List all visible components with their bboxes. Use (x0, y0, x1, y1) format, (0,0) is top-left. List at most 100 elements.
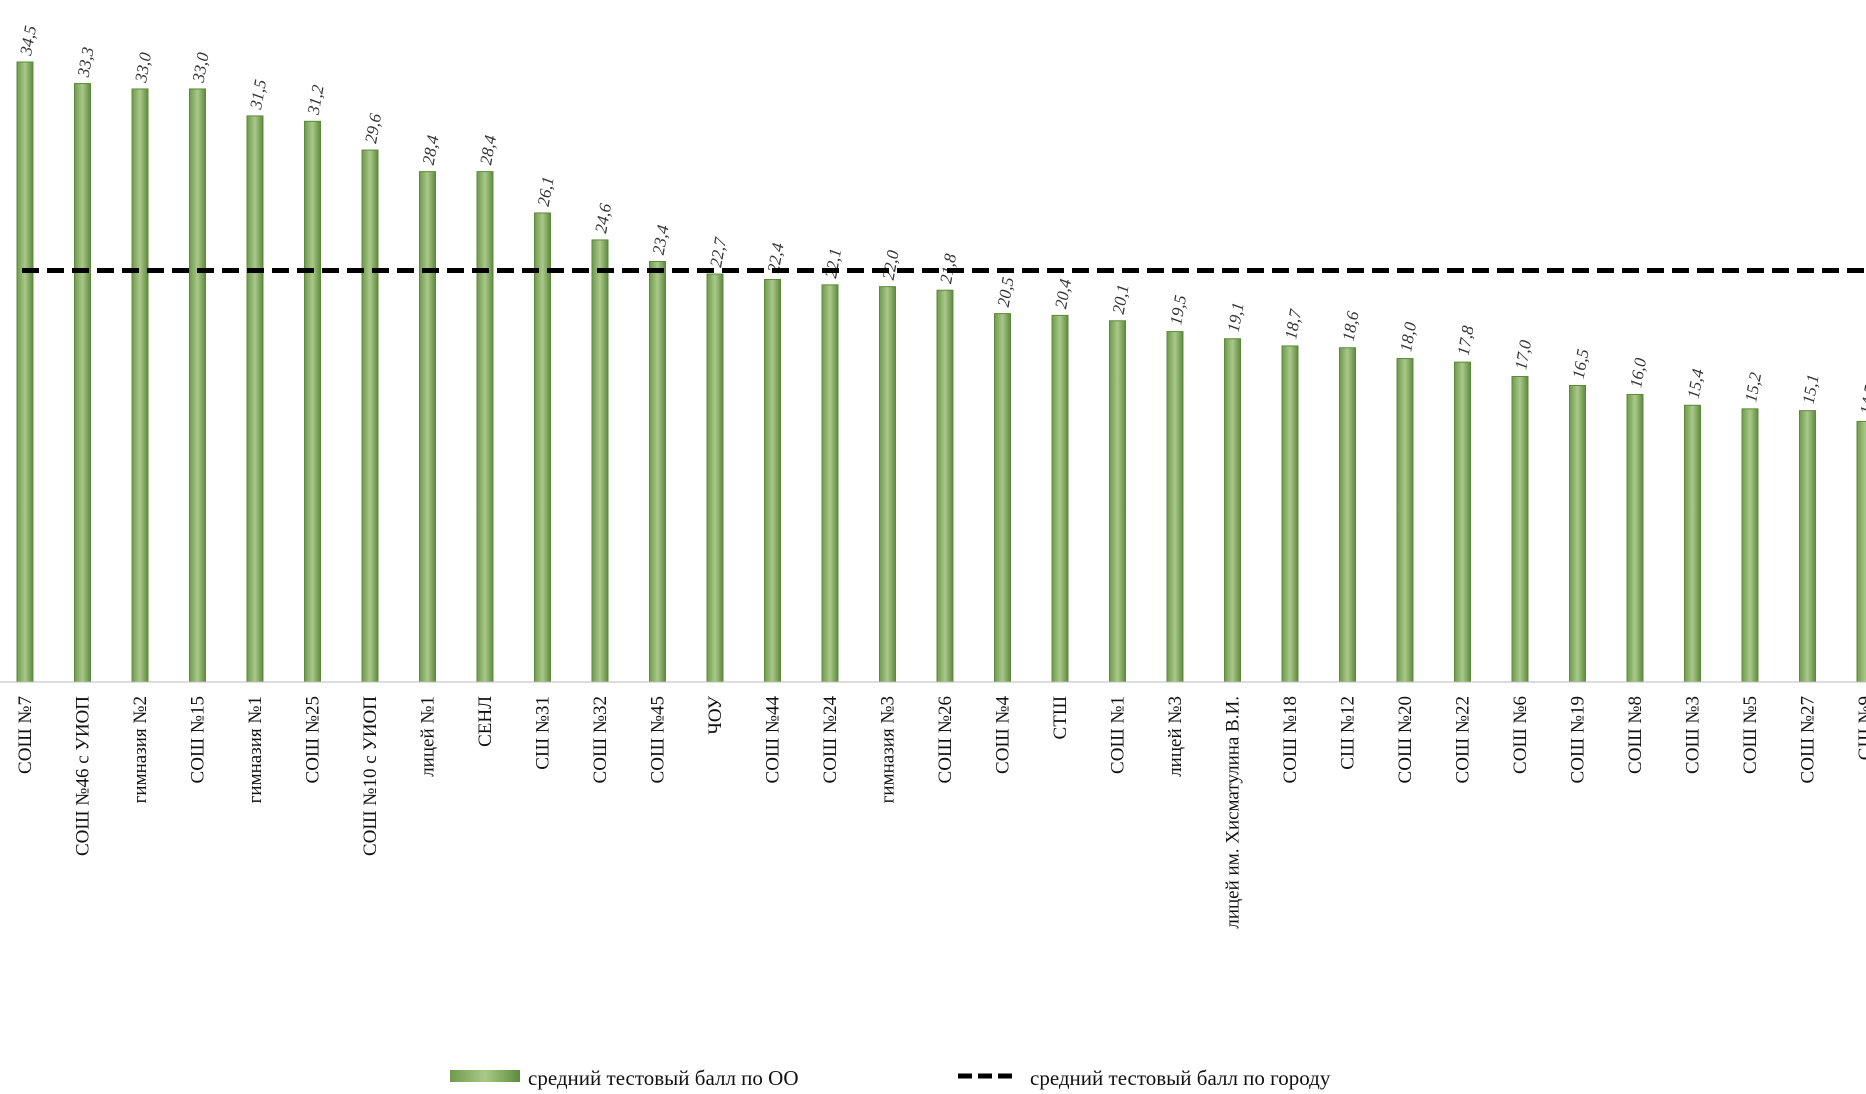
bar (1396, 358, 1414, 683)
bar (1741, 408, 1759, 683)
value-label: 16,5 (1569, 348, 1593, 381)
bar (189, 88, 206, 683)
value-label: 34,5 (16, 24, 40, 58)
bar (74, 83, 91, 683)
category-label: СОШ №25 (303, 696, 324, 783)
category-label: СШ №9 (1855, 696, 1866, 760)
value-label: 28,4 (476, 133, 500, 166)
value-label: 18,0 (1396, 320, 1420, 353)
value-label: 17,0 (1511, 338, 1535, 371)
value-label: 15,4 (1684, 367, 1708, 400)
value-label: 18,7 (1281, 307, 1305, 341)
bar (706, 273, 724, 683)
category-label: СШ №12 (1338, 696, 1359, 770)
category-label: СОШ №20 (1395, 696, 1416, 783)
bar (1109, 320, 1126, 683)
bar (1166, 331, 1184, 683)
value-labels-group: 34,5 33,3 33,0 33,0 31,5 31,2 29,6 28,4 28,4 26,1… (16, 24, 1866, 416)
value-label: 33,0 (189, 51, 213, 85)
bar (16, 61, 34, 683)
category-label: СОШ №32 (590, 696, 611, 783)
value-label: 23,4 (649, 223, 673, 256)
value-label: 31,2 (304, 83, 328, 117)
category-label: СОШ №18 (1280, 696, 1301, 783)
bar (1224, 338, 1241, 683)
value-label: 22,4 (764, 241, 788, 274)
category-label: СТШ (1050, 696, 1071, 739)
bar (1511, 375, 1529, 683)
category-label: СЕНЛ (475, 696, 496, 747)
value-label: 16,0 (1626, 356, 1650, 389)
value-label: 19,1 (1224, 301, 1248, 334)
bar (1339, 347, 1356, 683)
category-label: СОШ №27 (1798, 696, 1819, 783)
category-label: гимназия №3 (878, 696, 899, 803)
bar (476, 171, 494, 683)
value-label: 22,0 (879, 248, 903, 281)
category-label: СШ №31 (533, 696, 554, 770)
value-label: 19,5 (1166, 294, 1190, 327)
category-label: СОШ №15 (188, 696, 209, 783)
bar (936, 289, 954, 683)
bar (1684, 404, 1701, 683)
bar (1799, 410, 1816, 683)
value-label: 28,4 (419, 133, 443, 166)
bar (1051, 314, 1069, 683)
category-label: СОШ №6 (1510, 696, 1531, 774)
value-label: 15,1 (1799, 373, 1823, 406)
category-label: СОШ №10 с УИОП (360, 696, 381, 856)
category-label: СОШ №4 (993, 696, 1014, 774)
bar (821, 284, 839, 683)
category-label: лицей им. Хисматулина В.И. (1223, 696, 1244, 929)
bars-group (16, 61, 1866, 683)
bar (304, 120, 321, 683)
bar (591, 239, 609, 683)
bar (994, 313, 1011, 683)
bar (1626, 393, 1644, 683)
category-labels-group: СОШ №7 СОШ №46 с УИОП гимназия №2 СОШ №15 ги… (15, 695, 1866, 928)
bar (1281, 345, 1299, 683)
bar (1856, 420, 1866, 683)
category-label: СОШ №26 (935, 696, 956, 783)
value-label: 33,3 (74, 46, 98, 80)
category-label: СОШ №3 (1683, 696, 1704, 774)
value-label: 26,1 (534, 175, 558, 208)
value-label: 15,2 (1741, 370, 1765, 403)
value-label: 24,6 (591, 202, 615, 235)
bar (361, 149, 379, 683)
category-label: гимназия №2 (130, 696, 151, 803)
category-label: СОШ №46 с УИОП (73, 696, 94, 856)
bar (1569, 384, 1586, 683)
value-label: 20,5 (994, 276, 1018, 309)
value-label: 31,5 (246, 78, 270, 112)
value-label: 22,7 (706, 235, 730, 269)
value-label: 29,6 (361, 112, 385, 145)
category-label: лицей №3 (1165, 696, 1186, 777)
category-label: ЧОУ (705, 695, 726, 734)
category-label: СОШ №5 (1740, 696, 1761, 774)
bar (764, 278, 781, 683)
category-label: СОШ №45 (648, 696, 669, 783)
category-label: лицей №1 (418, 696, 439, 777)
category-label: гимназия №1 (245, 696, 266, 803)
bar (131, 88, 149, 683)
bar (1454, 361, 1471, 683)
category-label: СОШ №19 (1568, 696, 1589, 783)
bar (534, 212, 551, 683)
bar (246, 115, 264, 683)
value-label: 22,1 (821, 247, 845, 280)
category-label: СОШ №24 (820, 696, 841, 784)
value-label: 33,0 (131, 51, 155, 85)
legend-label-school: средний тестовый балл по ОО (528, 1066, 799, 1090)
bar (419, 171, 436, 683)
category-label: СОШ №44 (763, 696, 784, 784)
legend-label-city: средний тестовый балл по городу (1030, 1066, 1331, 1090)
value-label: 14,5 (1856, 384, 1866, 417)
value-label: 17,8 (1454, 324, 1478, 357)
legend-swatch-school (450, 1070, 520, 1082)
category-label: СОШ №8 (1625, 696, 1646, 774)
bar (649, 260, 666, 683)
category-label: СОШ №1 (1108, 696, 1129, 774)
value-label: 20,4 (1051, 277, 1075, 310)
